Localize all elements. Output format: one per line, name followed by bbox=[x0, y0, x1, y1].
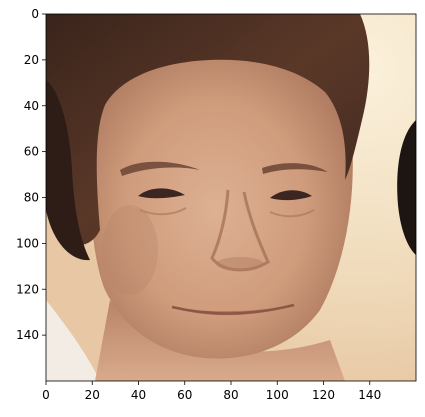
face bbox=[88, 47, 353, 359]
x-tick-label: 40 bbox=[131, 388, 146, 402]
neck bbox=[95, 300, 345, 381]
x-tick-label: 60 bbox=[177, 388, 192, 402]
y-tick-label: 80 bbox=[24, 191, 39, 205]
nose-tip-shadow bbox=[216, 257, 264, 271]
right-eyebrow bbox=[262, 163, 328, 174]
y-tick-label: 120 bbox=[16, 282, 39, 296]
right-edge-dark-shape bbox=[397, 120, 416, 255]
x-tick-label: 120 bbox=[312, 388, 335, 402]
y-tick-label: 0 bbox=[31, 7, 39, 21]
left-eye bbox=[138, 188, 185, 199]
face-photo bbox=[46, 14, 416, 381]
y-tick-label: 40 bbox=[24, 99, 39, 113]
mouth-line bbox=[171, 303, 295, 315]
y-tick-label: 100 bbox=[16, 236, 39, 250]
y-tick-label: 20 bbox=[24, 53, 39, 67]
collar-area bbox=[46, 300, 100, 381]
y-tick-label: 140 bbox=[16, 328, 39, 342]
left-hair-shadow bbox=[46, 80, 90, 261]
x-tick-label: 20 bbox=[85, 388, 100, 402]
x-tick-label: 100 bbox=[266, 388, 289, 402]
x-tick-label: 80 bbox=[223, 388, 238, 402]
left-eye-bag bbox=[139, 207, 187, 216]
x-tick-label: 140 bbox=[358, 388, 381, 402]
right-eye-bag bbox=[269, 209, 315, 218]
left-eyebrow bbox=[120, 161, 200, 176]
nose bbox=[210, 189, 270, 272]
x-axis-ticks: 0 20 40 60 80 100 120 140 bbox=[42, 381, 381, 402]
x-tick-label: 0 bbox=[42, 388, 50, 402]
y-tick-label: 60 bbox=[24, 145, 39, 159]
y-axis-ticks: 0 20 40 60 80 100 120 140 bbox=[16, 7, 46, 342]
hair bbox=[46, 14, 370, 245]
left-cheek-shadow bbox=[102, 205, 158, 295]
right-eye bbox=[270, 190, 312, 201]
